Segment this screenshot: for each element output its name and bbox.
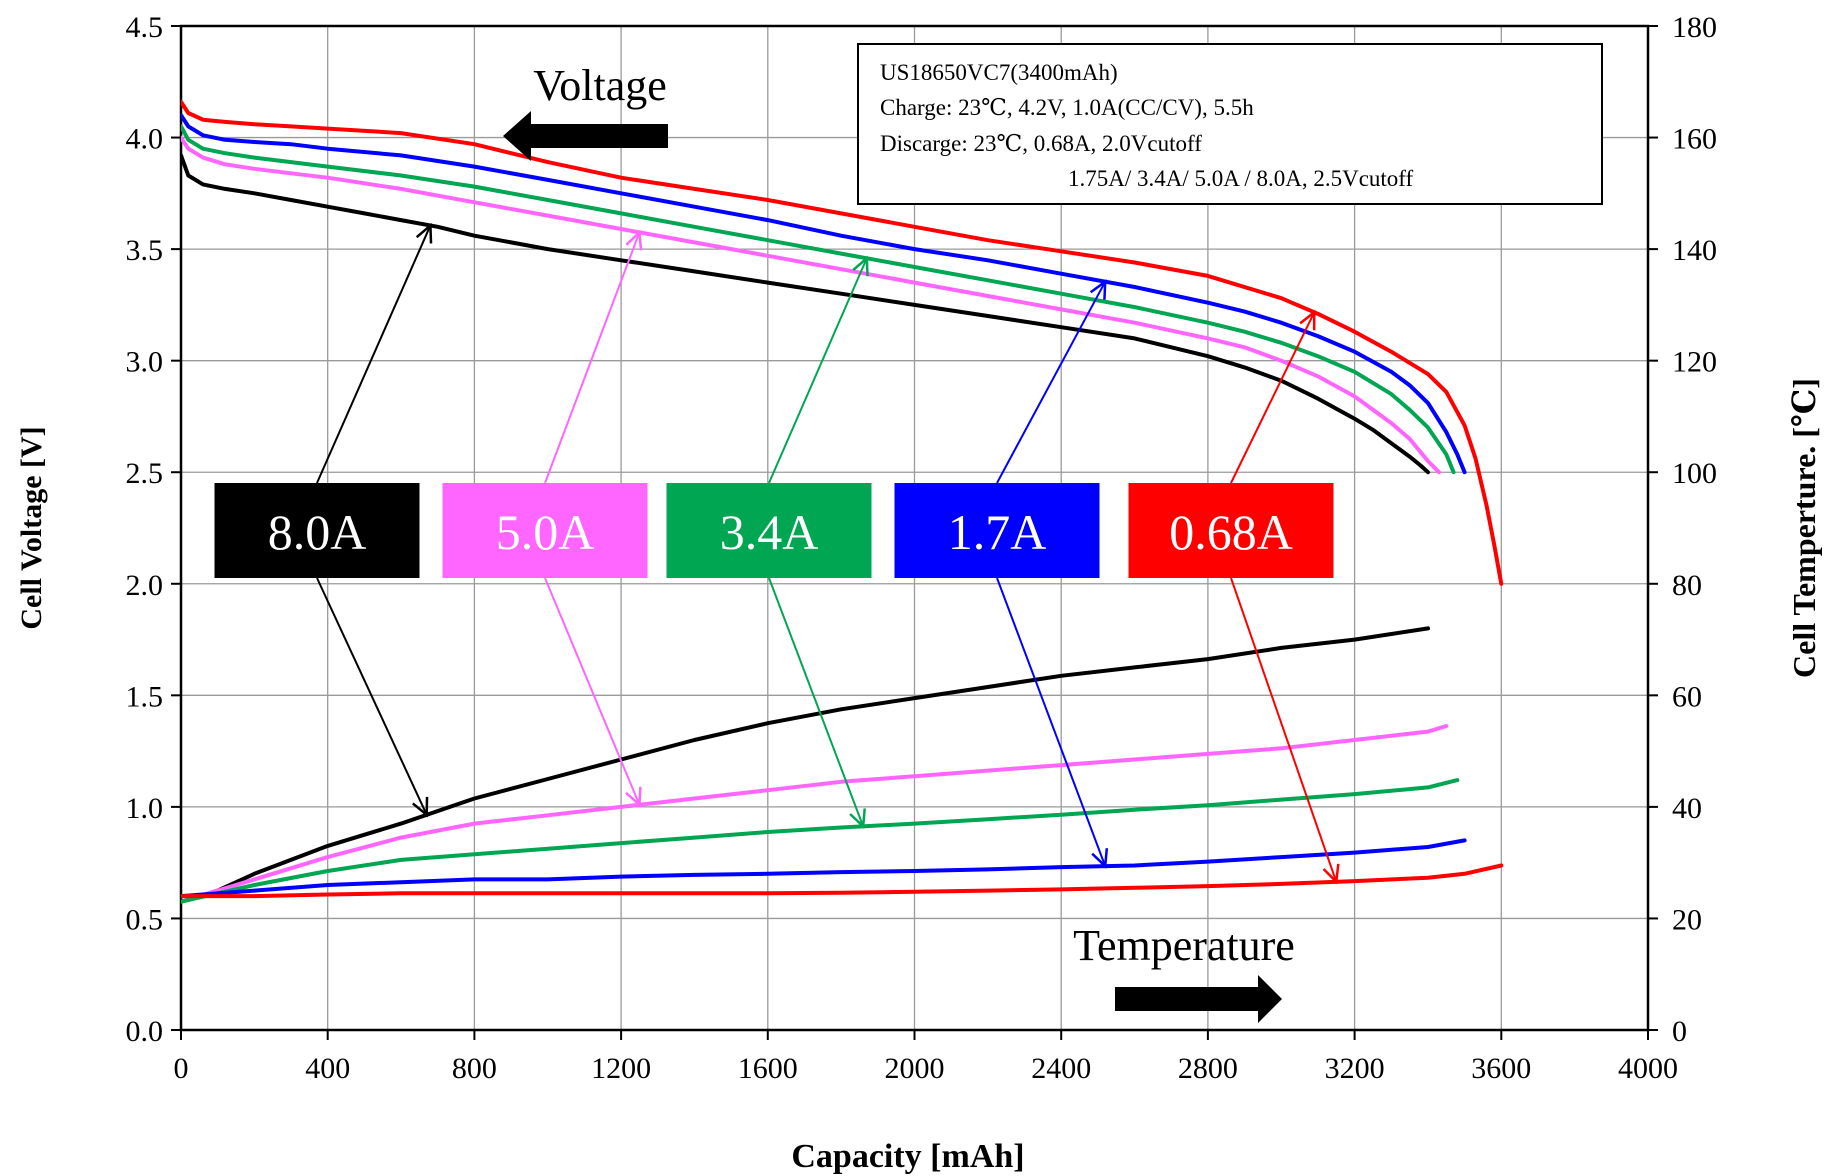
x-tick-label: 4000 bbox=[1618, 1052, 1678, 1085]
y-tick-label: 3.5 bbox=[126, 234, 164, 267]
y-tick-label: 1.0 bbox=[126, 792, 164, 825]
pointer-arrow bbox=[1230, 311, 1316, 484]
arrowhead bbox=[1091, 848, 1109, 869]
voltage-line bbox=[181, 113, 1467, 475]
series-lines bbox=[181, 99, 1504, 904]
voltage-line bbox=[181, 153, 1430, 475]
temperature-line bbox=[181, 838, 1467, 899]
x-tick-label: 1200 bbox=[591, 1052, 651, 1085]
x-tick-label: 2800 bbox=[1178, 1052, 1238, 1085]
x-tick-label: 3200 bbox=[1325, 1052, 1385, 1085]
x-axis-title: Capacity [mAh] bbox=[791, 1138, 1024, 1175]
temperature-label: Temperature bbox=[1073, 921, 1295, 970]
y2-tick-label: 120 bbox=[1672, 346, 1717, 379]
temperature-annotation: Temperature bbox=[1073, 921, 1295, 1023]
x-tick-label: 0 bbox=[174, 1052, 189, 1085]
legend-box bbox=[1128, 483, 1334, 578]
voltage-line bbox=[181, 135, 1441, 475]
temperature-line bbox=[181, 626, 1430, 904]
arrowhead bbox=[1299, 309, 1316, 331]
y-axis-title: Cell Voltage [V] bbox=[15, 426, 48, 629]
y2-tick-label: 140 bbox=[1672, 234, 1717, 267]
left-arrow-icon bbox=[503, 111, 668, 161]
y2-tick-label: 180 bbox=[1672, 11, 1717, 44]
arrowhead bbox=[625, 786, 642, 808]
legend: 8.0A 5.0A 3.4A 1.7A 0.68A bbox=[214, 483, 1334, 578]
right-arrow-icon bbox=[1115, 975, 1282, 1023]
info-line: Charge: 23℃, 4.2V, 1.0A(CC/CV), 5.5h bbox=[880, 95, 1254, 120]
x-tick-label: 3600 bbox=[1471, 1052, 1531, 1085]
x-tick-label: 2400 bbox=[1031, 1052, 1091, 1085]
y-axis-ticks: 0.0 0.5 1.0 1.5 2.0 2.5 3.0 3.5 4.0 4.5 bbox=[126, 11, 181, 1048]
arrowhead bbox=[412, 796, 429, 818]
legend-label: 1.7A bbox=[948, 504, 1047, 560]
legend-label: 3.4A bbox=[720, 504, 819, 560]
legend-box bbox=[214, 483, 420, 578]
arrowhead bbox=[625, 229, 643, 251]
y-tick-label: 4.0 bbox=[126, 123, 164, 156]
info-line: 1.75A/ 3.4A/ 5.0A / 8.0A, 2.5Vcutoff bbox=[1068, 166, 1414, 191]
pointer-arrows bbox=[316, 222, 1340, 885]
pointer-arrow bbox=[996, 577, 1107, 867]
y-tick-label: 3.0 bbox=[126, 346, 164, 379]
y2-tick-label: 60 bbox=[1672, 680, 1702, 713]
y-tick-label: 1.5 bbox=[126, 680, 164, 713]
y-tick-label: 4.5 bbox=[126, 11, 164, 44]
y-tick-label: 0.5 bbox=[126, 903, 164, 936]
info-box: US18650VC7(3400mAh) Charge: 23℃, 4.2V, 1… bbox=[857, 43, 1603, 205]
x-tick-label: 400 bbox=[305, 1052, 350, 1085]
temperature-line bbox=[181, 778, 1460, 904]
legend-label: 0.68A bbox=[1169, 504, 1293, 560]
info-line: Discarge: 23℃, 0.68A, 2.0Vcutoff bbox=[880, 131, 1202, 156]
y2-tick-label: 40 bbox=[1672, 792, 1702, 825]
arrowhead bbox=[1089, 279, 1107, 300]
pointer-arrow bbox=[316, 577, 428, 816]
legend-box bbox=[894, 483, 1100, 578]
y2-axis-title: Cell Temperture. [℃] bbox=[1786, 378, 1822, 678]
y2-tick-label: 100 bbox=[1672, 457, 1717, 490]
voltage-line bbox=[181, 99, 1504, 586]
pointer-arrow bbox=[996, 281, 1107, 484]
y2-tick-label: 0 bbox=[1672, 1015, 1687, 1048]
pointer-arrow bbox=[1230, 577, 1338, 883]
arrowhead bbox=[415, 222, 433, 244]
pointer-arrow bbox=[544, 232, 641, 484]
arrowhead bbox=[1322, 863, 1340, 885]
legend-box bbox=[666, 483, 872, 578]
y2-tick-label: 160 bbox=[1672, 123, 1717, 156]
pointer-arrow bbox=[768, 257, 868, 484]
arrowhead bbox=[849, 808, 866, 830]
legend-label: 8.0A bbox=[268, 504, 367, 560]
y-tick-label: 2.5 bbox=[126, 457, 164, 490]
temperature-line bbox=[181, 863, 1504, 899]
x-axis-ticks: 0 400 800 1200 1600 2000 2400 2800 3200 3600 4000 bbox=[174, 1030, 1678, 1085]
x-tick-label: 2000 bbox=[885, 1052, 945, 1085]
x-tick-label: 1600 bbox=[738, 1052, 798, 1085]
legend-box bbox=[442, 483, 648, 578]
y-tick-label: 2.0 bbox=[126, 569, 164, 602]
info-box-frame bbox=[857, 43, 1603, 205]
temperature-line bbox=[181, 724, 1449, 904]
y2-tick-label: 20 bbox=[1672, 903, 1702, 936]
pointer-arrow bbox=[544, 577, 641, 806]
legend-label: 5.0A bbox=[496, 504, 595, 560]
y-tick-label: 0.0 bbox=[126, 1015, 164, 1048]
y2-axis-ticks: 0 20 40 60 80 100 120 140 160 180 bbox=[1648, 11, 1717, 1048]
voltage-line bbox=[181, 124, 1456, 475]
y2-tick-label: 80 bbox=[1672, 569, 1702, 602]
info-line: US18650VC7(3400mAh) bbox=[880, 60, 1118, 85]
arrowhead bbox=[852, 255, 869, 277]
voltage-label: Voltage bbox=[533, 61, 667, 110]
x-tick-label: 800 bbox=[452, 1052, 497, 1085]
pointer-arrow bbox=[316, 225, 432, 484]
voltage-annotation: Voltage bbox=[503, 61, 668, 161]
pointer-arrow bbox=[768, 577, 865, 827]
